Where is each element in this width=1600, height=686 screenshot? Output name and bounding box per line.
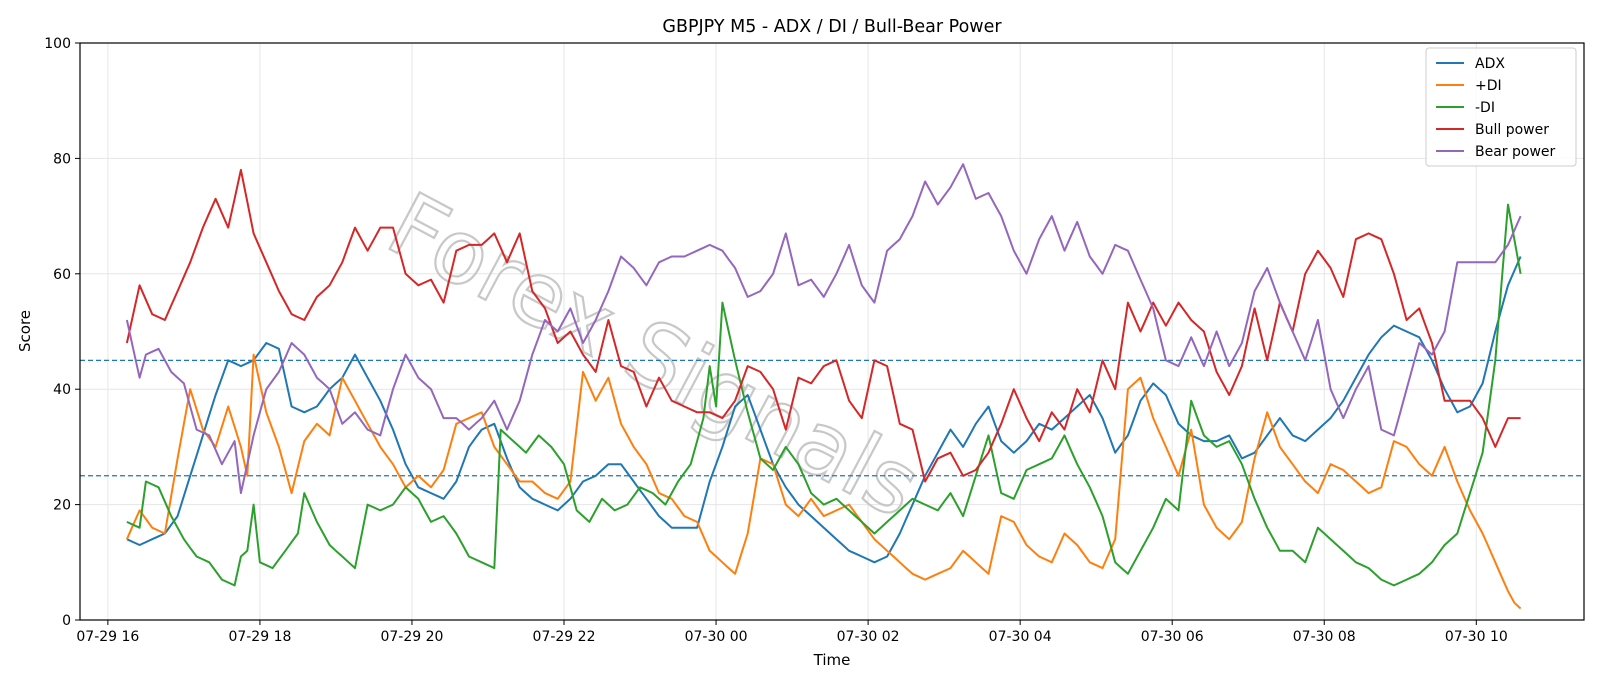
- x-tick-label: 07-29 18: [228, 629, 291, 645]
- y-tick-label: 0: [62, 613, 71, 629]
- x-tick-label: 07-30 02: [837, 629, 900, 645]
- legend-label-di: +DI: [1475, 78, 1502, 94]
- legend-label-adx: ADX: [1475, 56, 1505, 72]
- plot-frame: [79, 42, 1585, 621]
- y-tick-label: 60: [53, 267, 71, 283]
- x-tick-label: 07-30 04: [989, 629, 1052, 645]
- axes: 0 20 40 60 80 100 07-29 16 07-29 18 07-29 20 07-2…: [44, 36, 1508, 645]
- x-tick-label: 07-29 22: [533, 629, 596, 645]
- x-tick-label: 07-30 06: [1141, 629, 1204, 645]
- y-tick-label: 80: [53, 151, 71, 167]
- legend-label-bear-power: Bear power: [1475, 144, 1556, 160]
- y-axis-label: Score: [16, 310, 34, 352]
- series-line-di: [126, 203, 1522, 587]
- series-line-di: [125, 353, 1522, 610]
- series-line-bear-power: [125, 163, 1522, 495]
- x-tick-label: 07-30 08: [1293, 629, 1356, 645]
- series-lines: [125, 163, 1522, 610]
- y-tick-label: 20: [53, 498, 71, 514]
- x-axis-label: Time: [813, 651, 851, 669]
- legend-frame: [1425, 47, 1577, 167]
- legend-label-di: -DI: [1475, 100, 1495, 116]
- x-tick-label: 07-29 20: [380, 629, 443, 645]
- y-tick-label: 100: [44, 36, 71, 52]
- chart-title: GBPJPY M5 - ADX / DI / Bull-Bear Power: [662, 17, 1002, 37]
- legend-label-bull-power: Bull power: [1475, 122, 1549, 138]
- x-tick-label: 07-30 10: [1445, 629, 1508, 645]
- legend: ADX +DI -DI Bull power Bear power: [1425, 47, 1577, 167]
- threshold-lines: [80, 359, 1584, 477]
- series-line-adx: [126, 256, 1522, 564]
- x-tick-label: 07-30 00: [685, 629, 748, 645]
- y-tick-label: 40: [53, 382, 71, 398]
- x-tick-label: 07-29 16: [76, 629, 139, 645]
